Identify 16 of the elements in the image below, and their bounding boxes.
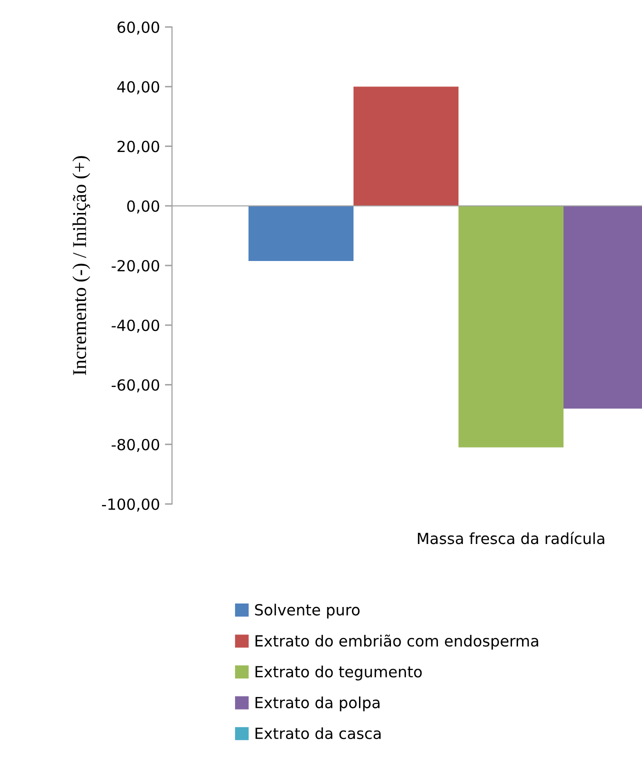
y-tick-label: 0,00 xyxy=(127,200,160,214)
y-tick-label: 40,00 xyxy=(117,81,160,94)
y-tick-label: -40,00 xyxy=(112,320,160,333)
y-tick-label: -60,00 xyxy=(112,379,160,392)
y-tick-label: -80,00 xyxy=(112,438,160,452)
x-tick-label: Massa fresca da radícula xyxy=(418,532,604,544)
y-tick-label: -100,00 xyxy=(102,498,160,512)
legend-label: Solvente puro xyxy=(255,604,360,619)
legend-label: Extrato da casca xyxy=(256,727,381,740)
legend-label: Extrato do tegumento xyxy=(256,666,422,680)
y-tick-label: 60,00 xyxy=(118,21,160,35)
legend-label: Extrato do embrião com endosperma xyxy=(256,634,538,650)
y-tick-label: 20,00 xyxy=(118,140,160,154)
y-axis-title: Incremento (-) / Inibição (+) xyxy=(72,156,90,376)
y-tick-label: -20,00 xyxy=(112,260,160,274)
legend-label: Extrato da polpa xyxy=(256,696,380,712)
